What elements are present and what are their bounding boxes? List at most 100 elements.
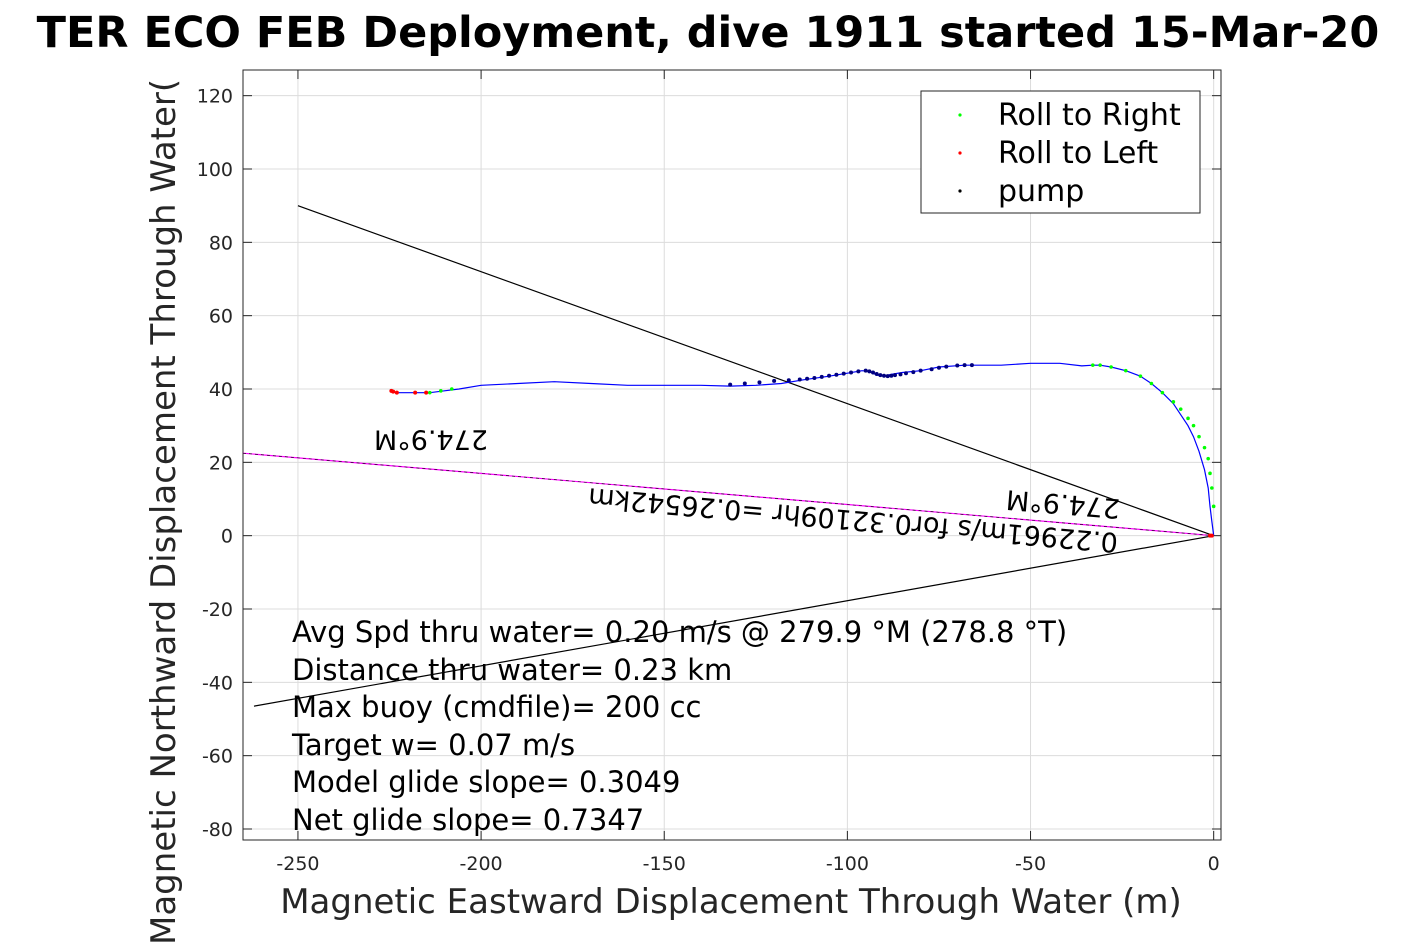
y-tick-label: -80 <box>202 819 233 841</box>
legend-marker-pump <box>958 189 962 193</box>
roll-right-point <box>1098 363 1102 367</box>
pump-point <box>797 377 802 382</box>
x-tick-label: 0 <box>1208 853 1220 875</box>
y-tick-label: 100 <box>197 159 233 181</box>
roll-right-point <box>1206 456 1210 461</box>
legend-box <box>920 90 1201 214</box>
pump-point <box>882 373 887 378</box>
y-tick-label: 60 <box>209 306 233 328</box>
pump-point <box>893 373 897 378</box>
pump-point <box>772 378 777 383</box>
legend: Roll to Right Roll to Left pump <box>920 90 1201 214</box>
pump-point <box>786 378 791 383</box>
roll-left-point <box>424 390 429 395</box>
roll-right-point <box>1186 416 1190 421</box>
legend-marker-roll-right <box>958 113 962 117</box>
x-tick-label: -100 <box>826 853 869 875</box>
pump-point <box>903 371 908 376</box>
textbox-line-distance: Distance thru water= 0.23 km <box>292 653 732 687</box>
roll-right-point <box>1138 374 1143 378</box>
legend-label-roll-left: Roll to Left <box>998 136 1158 171</box>
roll-right-point <box>1123 368 1128 373</box>
roll-right-point <box>449 387 454 391</box>
roll-right-point <box>1171 400 1176 404</box>
pump-point <box>871 370 876 375</box>
reference-line-2 <box>253 535 1214 707</box>
pump-point <box>757 380 762 385</box>
pump-point <box>856 369 861 374</box>
roll-right-point <box>1210 486 1214 490</box>
roll-right-point <box>1191 423 1196 428</box>
roll-right-point <box>1211 504 1216 509</box>
y-tick-label: -60 <box>202 746 233 768</box>
pump-point <box>849 370 854 375</box>
pump-point <box>819 374 824 379</box>
roll-left-point <box>389 388 394 393</box>
pump-point <box>863 368 868 373</box>
pump-point <box>805 376 810 381</box>
reference-line-1 <box>297 205 1214 537</box>
pump-point <box>834 372 839 377</box>
pump-point <box>969 363 974 368</box>
pump-point <box>889 373 894 378</box>
axes-frame <box>242 69 1222 841</box>
roll-right-point <box>1090 363 1095 367</box>
y-tick-label: 40 <box>209 379 233 401</box>
roll-left-point <box>413 390 418 395</box>
pump-point <box>962 363 967 368</box>
textbox-line-avg-speed: Avg Spd thru water= 0.20 m/s @ 279.9 °M … <box>292 615 1067 649</box>
roll-right-point <box>1160 390 1165 395</box>
pump-point <box>841 371 846 376</box>
y-tick-label: 120 <box>197 86 233 108</box>
roll-left-point <box>1209 533 1214 538</box>
axes-box <box>242 69 1222 841</box>
roll-right-point <box>1149 381 1154 386</box>
y-axis-label: Magnetic Northward Displacement Through … <box>144 79 184 945</box>
heading-label-far: 274.9°M <box>374 424 488 455</box>
textbox-line-target-w: Target w= 0.07 m/s <box>291 728 575 762</box>
x-tick-label: -50 <box>1015 853 1046 875</box>
textbox-line-net-glide: Net glide slope= 0.7347 <box>292 803 644 837</box>
x-tick-label: -250 <box>276 853 319 875</box>
roll-right-point <box>1208 471 1212 476</box>
pump-point <box>728 382 733 387</box>
track-line <box>393 362 1215 536</box>
heading-line-dashed <box>242 452 1214 536</box>
tick-labels: -250 -200 -150 -100 -50 0-80-60-40-2002040608… <box>197 86 1220 875</box>
pump-point <box>918 368 923 373</box>
pump-point <box>812 376 817 380</box>
x-tick-label: -200 <box>460 853 503 875</box>
legend-label-roll-right: Roll to Right <box>998 98 1181 133</box>
y-tick-label: 80 <box>209 232 233 254</box>
y-tick-label: 20 <box>209 452 233 474</box>
pump-point <box>936 365 941 370</box>
pump-point <box>742 381 747 386</box>
legend-marker-roll-left <box>958 151 962 155</box>
y-tick-label: -40 <box>202 672 233 694</box>
pump-point <box>955 363 960 368</box>
pump-point <box>874 371 879 376</box>
roll-right-point <box>1202 445 1207 450</box>
roll-left-point <box>394 390 399 395</box>
textbox-line-model-glide: Model glide slope= 0.3049 <box>292 765 680 799</box>
pump-point <box>898 372 903 377</box>
chart-title: TER ECO FEB Deployment, dive 1911 starte… <box>37 8 1380 58</box>
roll-right-point <box>438 389 443 393</box>
pump-point <box>827 373 832 378</box>
x-axis-label: Magnetic Eastward Displacement Through W… <box>280 882 1182 922</box>
roll-right-point <box>1197 434 1201 439</box>
y-tick-label: -20 <box>202 599 233 621</box>
roll-right-point <box>428 390 432 395</box>
pump-point <box>885 374 890 379</box>
y-tick-label: 0 <box>221 526 233 548</box>
pump-point <box>929 367 934 372</box>
legend-label-pump: pump <box>998 174 1084 209</box>
series-layer <box>242 205 1216 707</box>
roll-right-point <box>1178 407 1183 411</box>
textbox-line-max-buoy: Max buoy (cmdfile)= 200 cc <box>292 690 701 724</box>
roll-right-point <box>1109 365 1113 369</box>
summary-textbox: Avg Spd thru water= 0.20 m/s @ 279.9 °M … <box>291 615 1067 837</box>
x-tick-label: -150 <box>643 853 686 875</box>
pump-point <box>867 369 872 374</box>
